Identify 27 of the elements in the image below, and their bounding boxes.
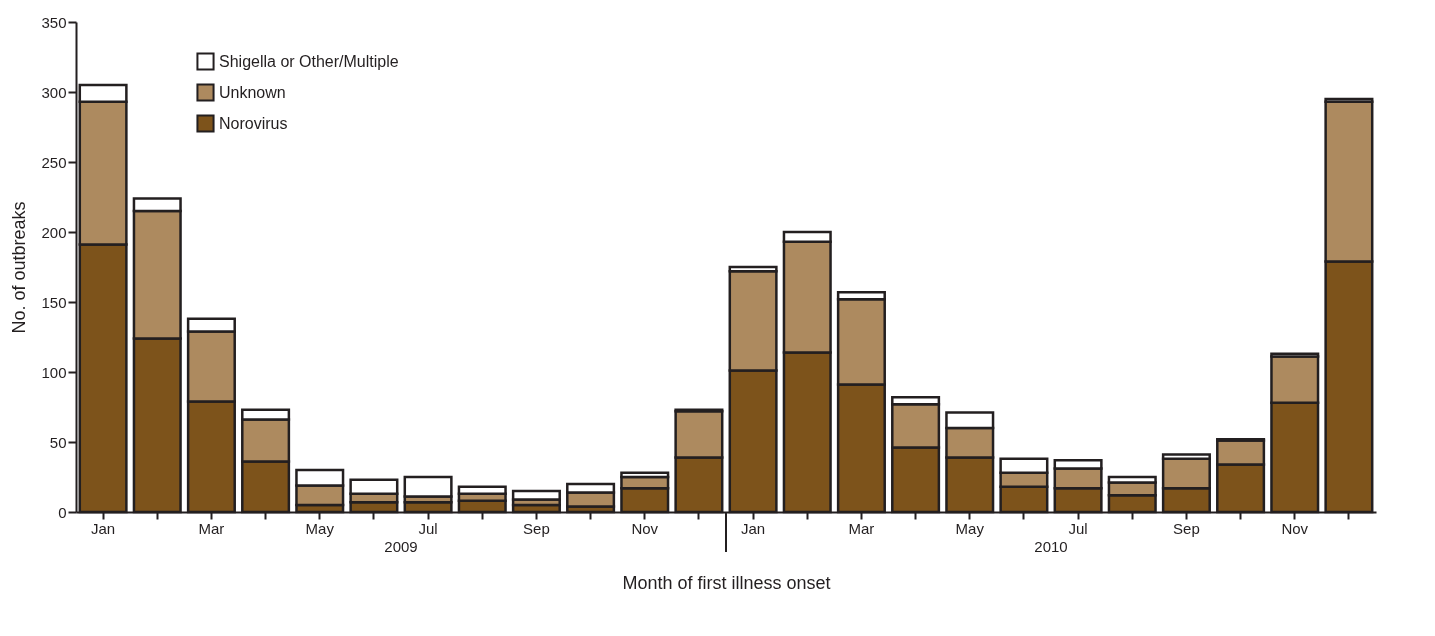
x-tick-label: Nov xyxy=(1281,519,1309,537)
legend-label: Unknown xyxy=(219,83,286,101)
y-tick-label: 300 xyxy=(41,83,67,101)
y-tick-label: 50 xyxy=(49,433,67,451)
y-axis-title: No. of outbreaks xyxy=(9,201,30,334)
y-tick-label: 250 xyxy=(41,153,67,171)
x-tick-label: Jul xyxy=(1068,519,1088,537)
text: 2010 xyxy=(1034,538,1068,555)
x-tick-label: May xyxy=(305,519,335,537)
y-tick-label: 350 xyxy=(41,13,67,31)
legend-label: Shigella or Other/Multiple xyxy=(219,52,399,70)
x-tick-label: May xyxy=(955,519,985,537)
y-tick-label: 150 xyxy=(41,293,67,311)
x-tick-label: Jan xyxy=(740,519,766,537)
x-tick-label: Sep xyxy=(523,519,550,537)
x-tick-label: Jan xyxy=(90,519,116,537)
y-tick-label: 0 xyxy=(58,503,67,521)
text: 2009 xyxy=(384,538,418,555)
y-tick-label: 200 xyxy=(41,223,67,241)
x-tick-label: Jul xyxy=(418,519,438,537)
x-tick-label: Sep xyxy=(1173,519,1200,537)
y-tick-label: 100 xyxy=(41,363,67,381)
x-tick-label: Nov xyxy=(631,519,659,537)
legend-label: Norovirus xyxy=(219,114,288,132)
x-tick-label: Mar xyxy=(848,519,875,537)
x-tick-label: Mar xyxy=(198,519,225,537)
x-axis-title: Month of first illness onset xyxy=(622,572,831,593)
